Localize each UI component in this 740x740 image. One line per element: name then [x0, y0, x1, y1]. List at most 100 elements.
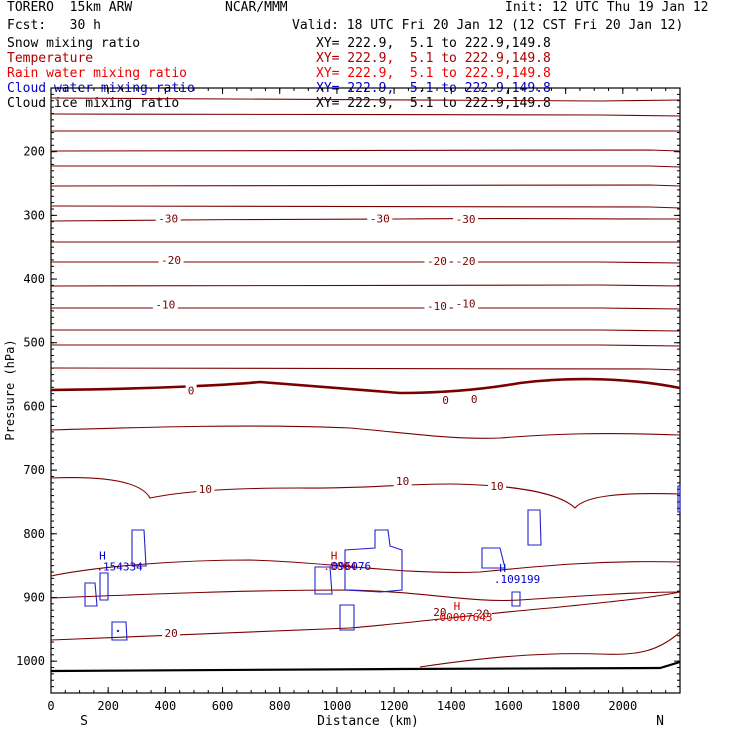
temperature-label-bg [468, 391, 480, 405]
temperature-label-bg [367, 211, 393, 225]
temperature-label: 0 [442, 394, 449, 407]
isotherm-line [50, 367, 681, 371]
isotherm-line [419, 631, 681, 668]
cloud-water-contour [344, 529, 403, 593]
center-label: NCAR/MMM [225, 0, 288, 15]
x-tick-labels: 0 200 400 600 800 1000 1200 1400 1600 1800 2000 [47, 699, 637, 713]
temperature-label: 20 [476, 607, 489, 620]
y-tick-labels: 200 300 400 500 600 700 800 900 1000 [16, 145, 45, 668]
temperature-label: -10 [456, 297, 476, 310]
x-tick-label: 1600 [494, 699, 523, 713]
isotherm-line [50, 344, 681, 347]
temperature-label-bg [185, 383, 197, 397]
temperature-label-bg [473, 606, 492, 620]
legend-xy-rain: XY= 222.9, 5.1 to 222.9,149.8 [316, 66, 551, 81]
init-label: Init: 12 UTC Thu 19 Jan 12 [505, 0, 709, 15]
cloud-water-contour [99, 572, 109, 601]
cloud-water-contour [527, 509, 542, 546]
cloud-water-contour [677, 485, 681, 513]
temperature-label: 0 [188, 385, 195, 398]
cloud-water-contour [314, 566, 333, 595]
max-label: H [331, 549, 338, 562]
isotherm-line [50, 97, 681, 102]
forecast-label: Fcst: 30 h [7, 18, 101, 33]
x-tick-label: 200 [97, 699, 119, 713]
legend-field-temperature: Temperature [7, 51, 94, 66]
valid-label: Valid: 18 UTC Fri 20 Jan 12 (12 CST Fri … [292, 18, 684, 33]
x-tick-label: 2000 [608, 699, 637, 713]
cloud-water-contour [339, 604, 355, 631]
legend-xy-temperature: XY= 222.9, 5.1 to 222.9,149.8 [316, 51, 551, 66]
max-label: .00007643 [433, 611, 493, 624]
max-label: H [499, 562, 506, 575]
isotherm-line [50, 260, 681, 264]
y-tick-label: 200 [23, 145, 45, 159]
x-tick-label: 800 [269, 699, 291, 713]
isotherm-line [50, 477, 681, 509]
temperature-label-bg [424, 254, 450, 268]
max-label: .154334 [96, 561, 143, 574]
max-label: 096076 [331, 560, 371, 573]
x-end-label-south: S [80, 714, 88, 729]
temperature-label: 10 [490, 480, 503, 493]
temperature-label-bg [162, 626, 181, 640]
legend-xy-snow: XY= 222.9, 5.1 to 222.9,149.8 [316, 36, 551, 51]
temperature-label: -30 [158, 213, 178, 226]
cloud-water-contour [481, 547, 506, 569]
temperature-label: 10 [199, 483, 212, 496]
temperature-label: -30 [456, 213, 476, 226]
isotherm-line [50, 425, 681, 439]
y-tick-label: 900 [23, 590, 45, 604]
legend-field-snow: Snow mixing ratio [7, 36, 141, 51]
isotherm-line [50, 149, 681, 152]
temperature-label-bg [155, 211, 181, 225]
freezing-level-isotherm [50, 377, 681, 395]
max-label: H [99, 549, 106, 562]
isotherm-line [50, 591, 681, 641]
temperature-labels: -30 -30 -30 -20 -20 -20 -10 -10 -10 0 0 0 10 10 10 20 20… [152, 211, 507, 640]
temperature-label: 0 [471, 393, 478, 406]
temperature-label-bg [430, 605, 449, 619]
isotherm-line [50, 559, 681, 577]
temperature-label: 20 [433, 606, 446, 619]
isotherm-line [50, 165, 681, 168]
y-axis-title: Pressure (hPa) [3, 339, 17, 440]
temperature-label-bg [453, 254, 479, 268]
temperature-label: 10 [396, 475, 409, 488]
temperature-label-bg [453, 296, 479, 310]
temperature-contours [50, 97, 681, 668]
x-tick-label: 1800 [551, 699, 580, 713]
cloud-water-contour [511, 591, 521, 607]
isotherm-line [50, 205, 681, 209]
temperature-label: -20 [456, 255, 476, 268]
isotherm-line [50, 113, 681, 117]
isotherm-line [50, 240, 680, 243]
isotherm-line [50, 589, 681, 602]
max-label: .109199 [494, 573, 540, 586]
isotherm-line [51, 329, 681, 332]
x-axis-title: Distance (km) [317, 714, 419, 729]
legend-field-cloud-ice: Cloud ice mixing ratio [7, 96, 180, 111]
isotherm-line [50, 284, 681, 287]
model-label: TORERO 15km ARW [7, 0, 133, 15]
cloud-water-contour [84, 582, 98, 607]
temperature-label-bg [158, 252, 184, 266]
y-tick-label: 600 [23, 399, 45, 413]
x-tick-label: 400 [155, 699, 177, 713]
x-tick-label: 0 [47, 699, 54, 713]
max-label: .0004 [323, 560, 356, 573]
temperature-label: -10 [427, 300, 447, 313]
legend-field-rain: Rain water mixing ratio [7, 66, 188, 81]
temperature-label: -10 [155, 299, 175, 312]
isotherm-line [50, 307, 681, 310]
x-tick-label: 1000 [322, 699, 351, 713]
temperature-label-bg [196, 482, 215, 496]
isotherm-line [50, 184, 681, 187]
y-tick-label: 700 [23, 463, 45, 477]
terrain-surface [50, 660, 681, 673]
y-tick-label: 1000 [16, 654, 45, 668]
y-tick-label: 800 [23, 527, 45, 541]
temperature-label: 20 [164, 627, 177, 640]
